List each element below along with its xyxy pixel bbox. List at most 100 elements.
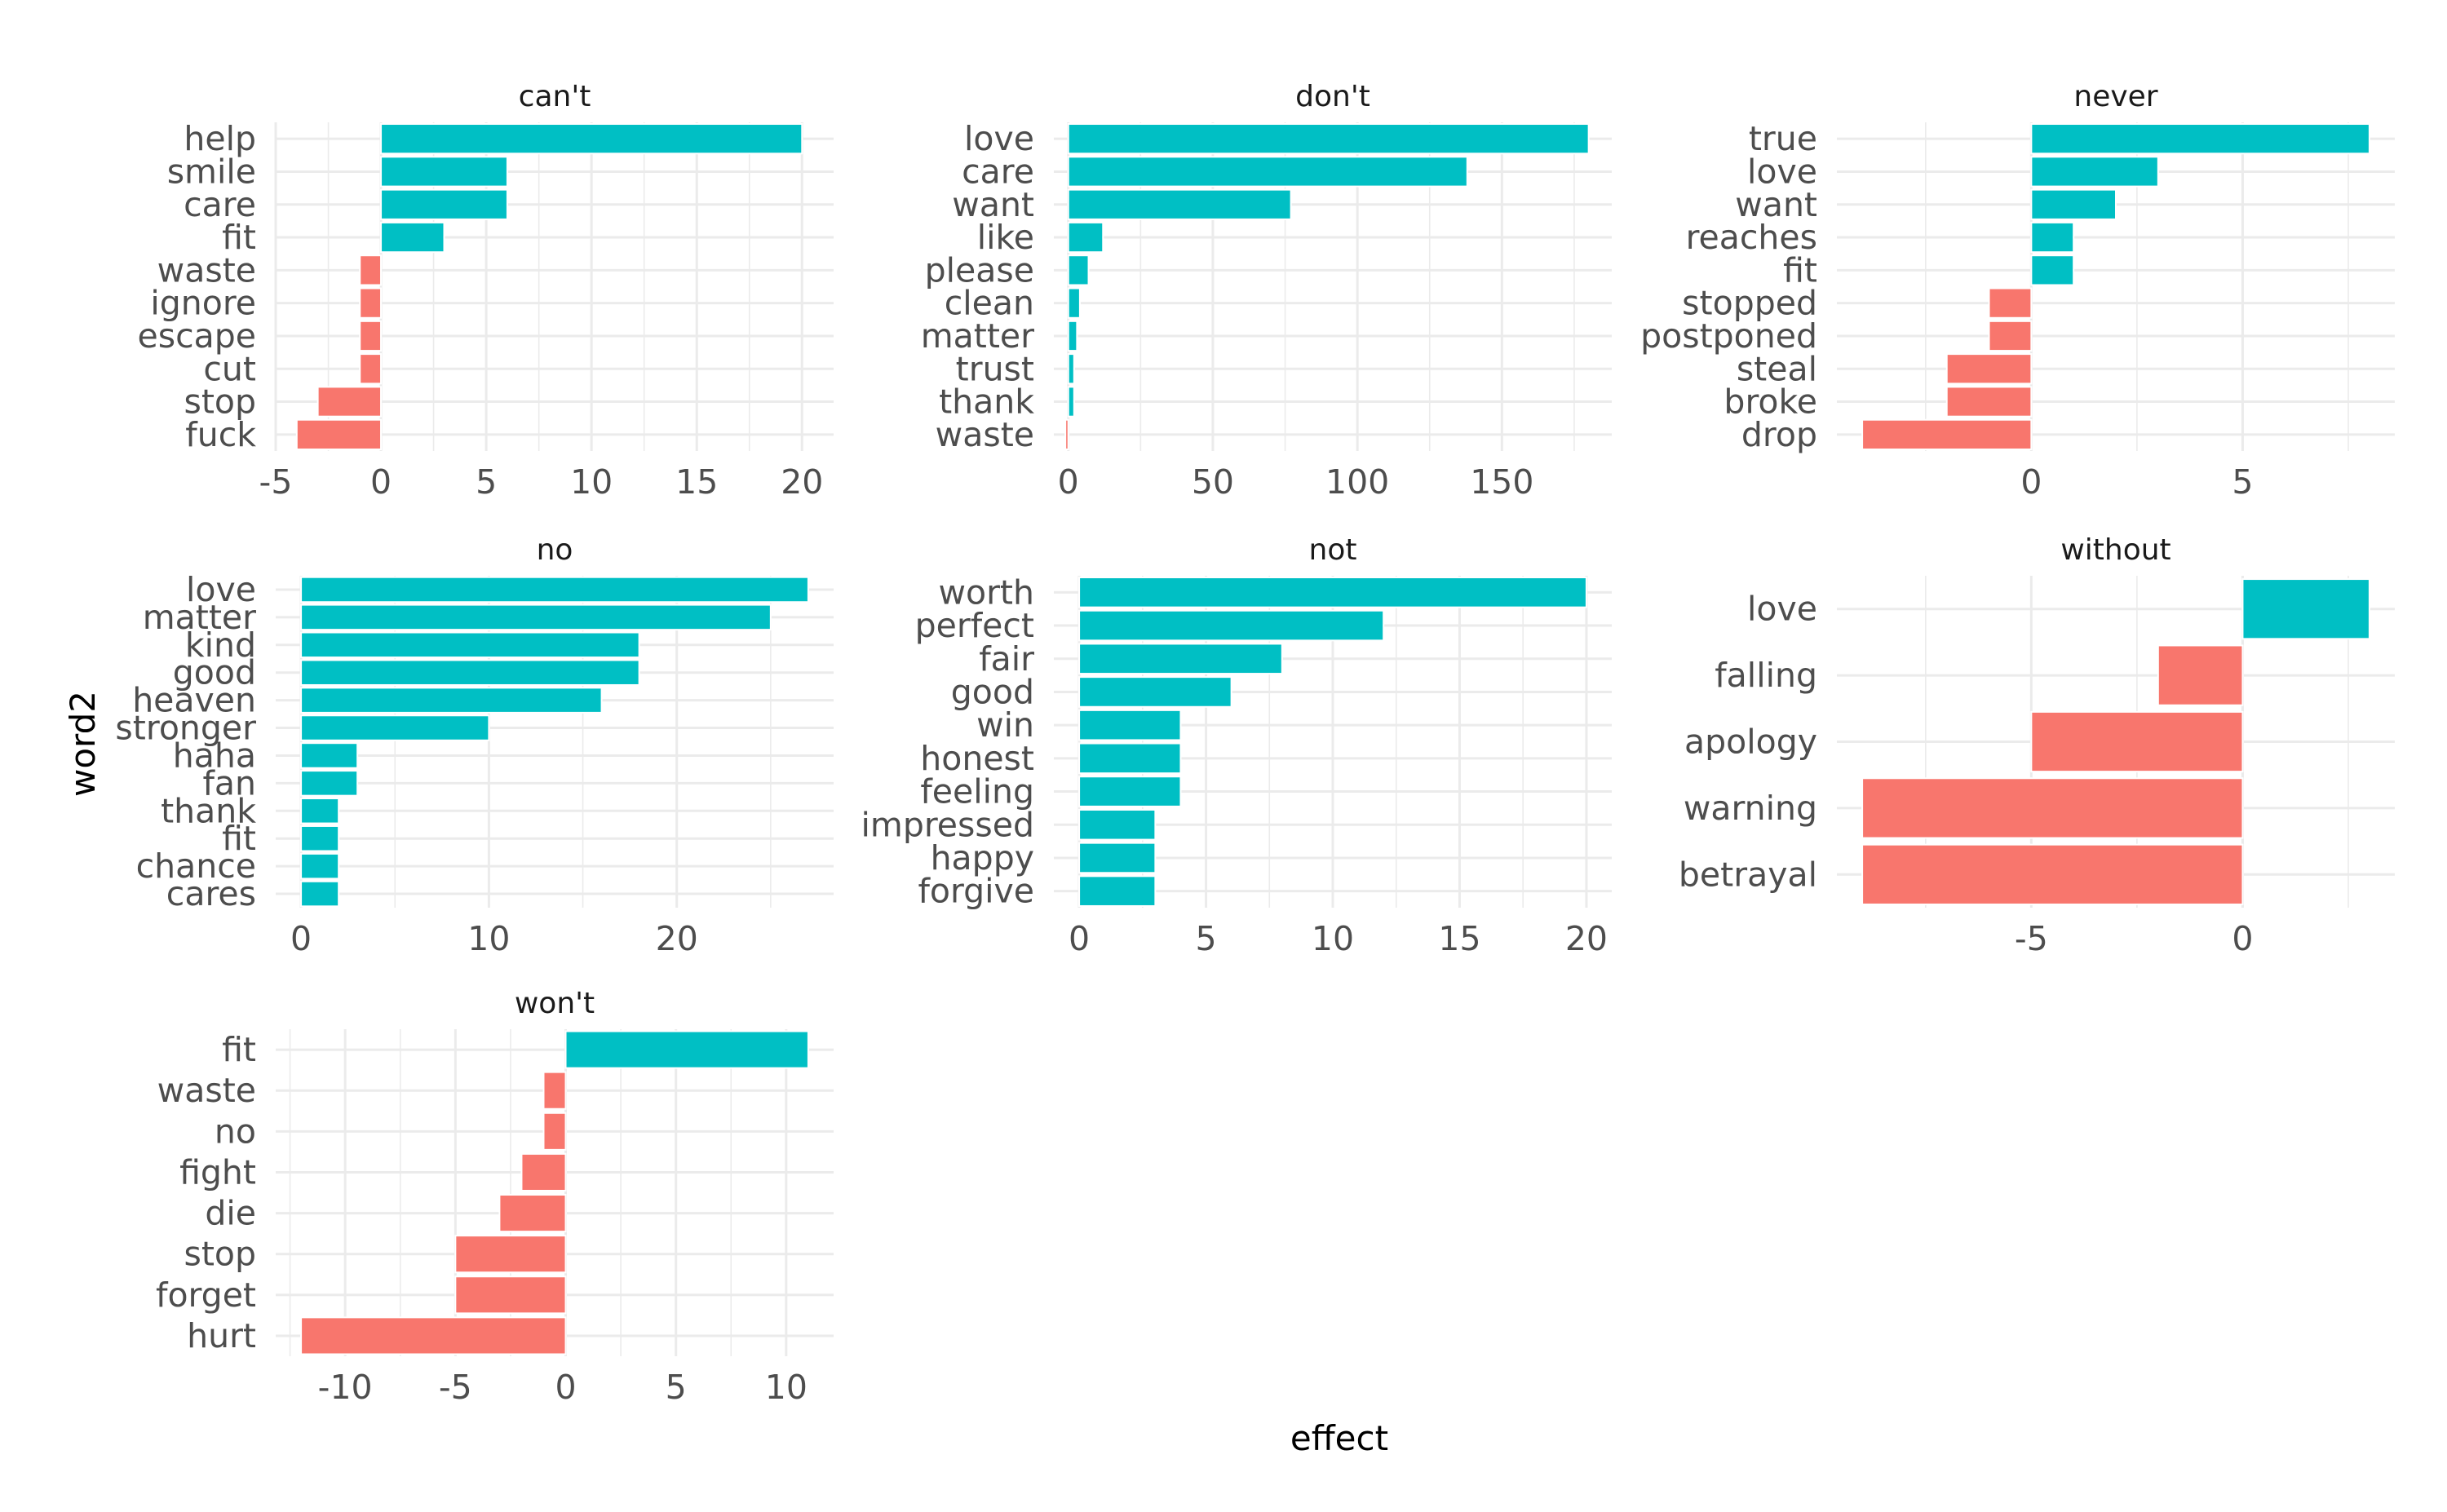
category-label: feeling [920, 772, 1034, 811]
facet-title: won't [515, 987, 595, 1020]
bar-thank [1067, 386, 1075, 418]
bar-trust [1067, 353, 1075, 385]
category-label: love [964, 119, 1034, 158]
category-label: warning [1684, 789, 1817, 828]
category-label: want [952, 185, 1034, 224]
bar-love [2241, 578, 2370, 640]
x-tick-label: 100 [1325, 462, 1389, 502]
category-label: clean [945, 284, 1034, 323]
facet-panel: no lovematterkindgoodheavenstrongerhahafa… [115, 533, 834, 958]
x-tick-label: 5 [476, 462, 497, 502]
category-label: fan [202, 763, 256, 802]
bar-fair [1078, 643, 1283, 675]
bar-perfect [1078, 609, 1385, 642]
facet-panel: don't lovecarewantlikepleasecleanmattertr… [921, 80, 1612, 502]
category-label: honest [920, 739, 1034, 778]
x-tick-label: 20 [1565, 919, 1608, 958]
x-tick-label: 0 [1069, 919, 1090, 958]
bar-love [2030, 156, 2159, 188]
y-axis-title: word2 [63, 691, 103, 797]
category-label: cares [166, 874, 256, 913]
bar-clean [1067, 287, 1081, 319]
bar-fight [520, 1152, 567, 1191]
category-label: thank [161, 791, 256, 830]
bar-cares [300, 880, 340, 908]
bar-kind [300, 631, 640, 659]
bar-impressed [1078, 808, 1157, 841]
category-label: chance [136, 847, 256, 886]
bar-win [1078, 709, 1182, 741]
category-label: like [977, 218, 1034, 257]
category-label: steal [1737, 349, 1817, 388]
x-tick-label: 10 [1312, 919, 1354, 958]
bar-want [1067, 188, 1292, 220]
category-label: perfect [915, 606, 1034, 645]
category-label: true [1749, 119, 1817, 158]
bar-love [1067, 123, 1590, 155]
x-tick-label: -10 [318, 1368, 373, 1407]
category-label: waste [157, 250, 256, 290]
x-tick-label: 0 [2020, 462, 2042, 502]
bar-betrayal [1861, 843, 2244, 905]
category-label: forget [156, 1275, 256, 1315]
bar-matter [300, 603, 772, 631]
category-label: kind [185, 626, 256, 665]
category-label: stronger [115, 709, 256, 748]
x-axis-title: effect [1290, 1418, 1388, 1458]
bar-care [1067, 156, 1468, 188]
x-tick-label: 10 [765, 1368, 808, 1407]
category-label: thank [939, 382, 1034, 422]
bar-feeling [1078, 776, 1182, 807]
bar-waste [542, 1071, 567, 1110]
category-label: impressed [861, 805, 1034, 844]
bar-fit [380, 221, 445, 254]
x-tick-label: 0 [555, 1368, 576, 1407]
bar-apology [2030, 710, 2244, 773]
bar-forgive [1078, 875, 1157, 907]
x-tick-label: 0 [290, 919, 312, 958]
x-tick-label: -5 [259, 462, 293, 502]
category-label: no [215, 1112, 256, 1151]
bar-help [380, 123, 803, 155]
category-label: heaven [132, 681, 256, 720]
bar-warning [1861, 777, 2244, 839]
bar-care [380, 188, 508, 220]
category-label: reaches [1686, 218, 1817, 257]
category-label: postponed [1640, 316, 1817, 356]
bar-good [300, 659, 640, 686]
category-label: ignore [150, 284, 256, 323]
bar-want [2030, 188, 2117, 220]
bar-fit [564, 1030, 809, 1069]
category-label: fit [222, 1030, 256, 1069]
category-label: good [951, 672, 1034, 711]
category-label: want [1735, 185, 1817, 224]
x-tick-label: 0 [370, 462, 392, 502]
x-tick-label: -5 [2015, 919, 2048, 958]
bar-no [542, 1112, 567, 1151]
bar-cut [359, 353, 383, 385]
category-label: happy [931, 838, 1034, 878]
category-label: apology [1684, 723, 1817, 762]
x-tick-label: 5 [1195, 919, 1216, 958]
category-label: please [925, 250, 1034, 290]
category-label: trust [956, 349, 1034, 388]
category-label: matter [921, 316, 1034, 356]
x-tick-label: 0 [2232, 919, 2253, 958]
bar-fit [300, 825, 340, 852]
x-tick-label: 150 [1470, 462, 1533, 502]
category-label: forgive [918, 872, 1034, 911]
bar-worth [1078, 577, 1587, 608]
x-tick-label: -5 [439, 1368, 472, 1407]
category-label: stopped [1682, 284, 1817, 323]
x-tick-label: 5 [2232, 462, 2253, 502]
category-label: worth [938, 573, 1034, 612]
bar-hurt [300, 1316, 567, 1355]
x-tick-label: 50 [1192, 462, 1234, 502]
facet-panel: without love falling apology warning betrayal… [1679, 533, 2395, 958]
category-label: matter [143, 598, 256, 637]
category-label: care [962, 152, 1034, 191]
facet-title: without [2060, 533, 2170, 567]
bar-escape [359, 320, 383, 352]
